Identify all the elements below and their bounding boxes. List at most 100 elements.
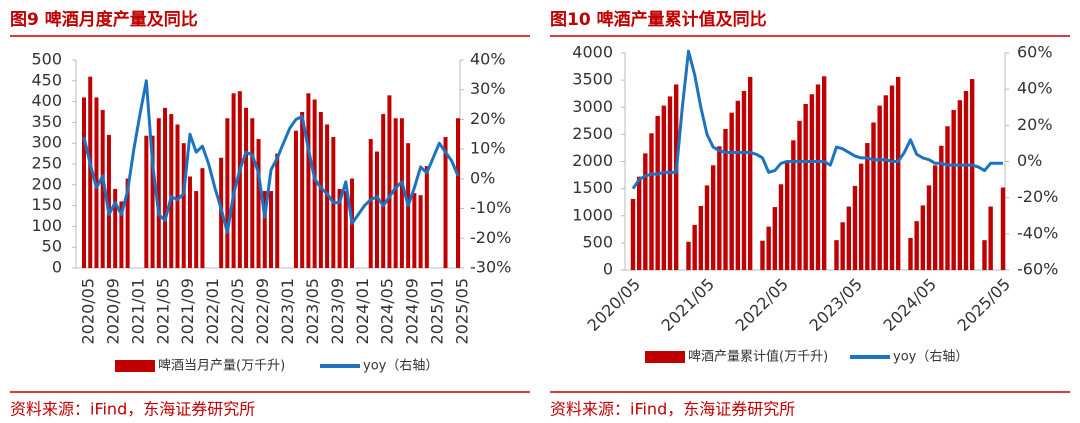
bar [381,114,386,268]
bar [988,206,993,270]
bar [368,139,373,268]
bar [106,134,111,268]
bar [667,96,673,271]
bar [424,166,429,268]
bar [1000,187,1006,270]
x-tick-label: 2020/05 [79,278,98,344]
bar [82,97,86,268]
y-tick-label: 400 [31,91,62,110]
bar [865,143,870,270]
source: 资料来源：iFind，东海证券研究所 [10,400,255,419]
bar [655,115,660,271]
bar [951,109,956,271]
y2-tick-label: 40% [1017,79,1053,98]
y2-tick-label: -20% [470,228,511,247]
y-tick-label: 450 [31,70,62,89]
bar [175,124,180,268]
x-tick-label: 2023/09 [328,278,347,344]
x-tick-label: 2022/09 [253,278,272,344]
y2-tick-label: 40% [470,50,506,69]
y-tick-label: 4000 [572,43,613,62]
bar [399,118,404,269]
source: 资料来源：iFind，东海证券研究所 [550,400,795,419]
legend-swatch [115,360,155,372]
bar [871,122,876,270]
y2-tick-label: -40% [1017,223,1058,242]
bar [418,195,423,268]
x-tick-label: 2024/09 [403,278,422,344]
bar [300,112,305,268]
y2-tick-label: -60% [1017,260,1058,279]
bar [846,206,852,270]
bar [163,107,168,268]
bar [741,90,747,270]
x-tick-label: 2025/05 [453,278,472,344]
bar [630,198,636,270]
bar [982,240,987,270]
bar [661,105,667,270]
bar [791,140,796,270]
bar [957,100,963,270]
y-tick-label: 3500 [572,70,613,89]
bar [914,221,919,270]
y-tick-label: 500 [582,232,613,251]
bar [686,241,691,270]
bar [269,191,273,268]
bar [760,240,765,270]
legend-label: 啤酒产量累计值(万千升) [688,349,828,365]
bar [717,146,722,270]
y2-tick-label: 0% [470,168,495,187]
bar [125,178,130,268]
bar [636,176,642,270]
bar [920,205,926,270]
bar [784,161,790,270]
bar [877,105,882,270]
bar [456,118,460,269]
bar [821,76,827,270]
bar [963,90,969,270]
y-tick-label: 2000 [572,151,613,170]
bar [939,145,944,270]
x-tick-label: 2024/05 [378,278,397,344]
y-tick-label: 1500 [572,178,613,197]
chart-title: 图9 啤酒月度产量及同比 [10,9,198,30]
legend-label: 啤酒当月产量(万千升) [158,359,285,374]
y-tick-label: 0 [603,260,613,279]
y-tick-label: 0 [52,258,62,277]
bar [673,84,679,270]
bar [225,118,230,269]
y-tick-label: 350 [31,112,62,131]
y2-tick-label: 30% [470,79,506,98]
bar [649,133,654,270]
y2-tick-label: -30% [470,258,511,277]
bar [244,107,249,268]
bar [704,185,710,270]
y2-tick-label: 0% [1017,151,1042,170]
y-tick-label: 100 [31,216,62,235]
y-tick-label: 2500 [572,124,613,143]
chart-title: 图10 啤酒产量累计值及同比 [550,9,767,30]
bar [169,114,174,268]
bar [803,103,808,271]
bar [262,191,267,268]
bar [156,118,161,269]
x-tick-label: 2020/09 [103,278,122,344]
bar [293,130,298,268]
bar [766,226,771,270]
yoy-line [631,49,1003,190]
bar [932,165,938,270]
y2-tick-label: 10% [470,139,506,158]
bar [113,188,118,268]
bar [318,112,323,268]
bar [778,184,784,270]
y2-tick-label: 20% [470,109,506,128]
bar [735,100,741,271]
bar [809,94,815,270]
bar [797,120,802,270]
x-tick-label: 2025/01 [428,278,447,344]
bar [343,191,348,268]
bar [275,153,280,268]
bar [698,205,704,270]
bar [181,143,186,268]
